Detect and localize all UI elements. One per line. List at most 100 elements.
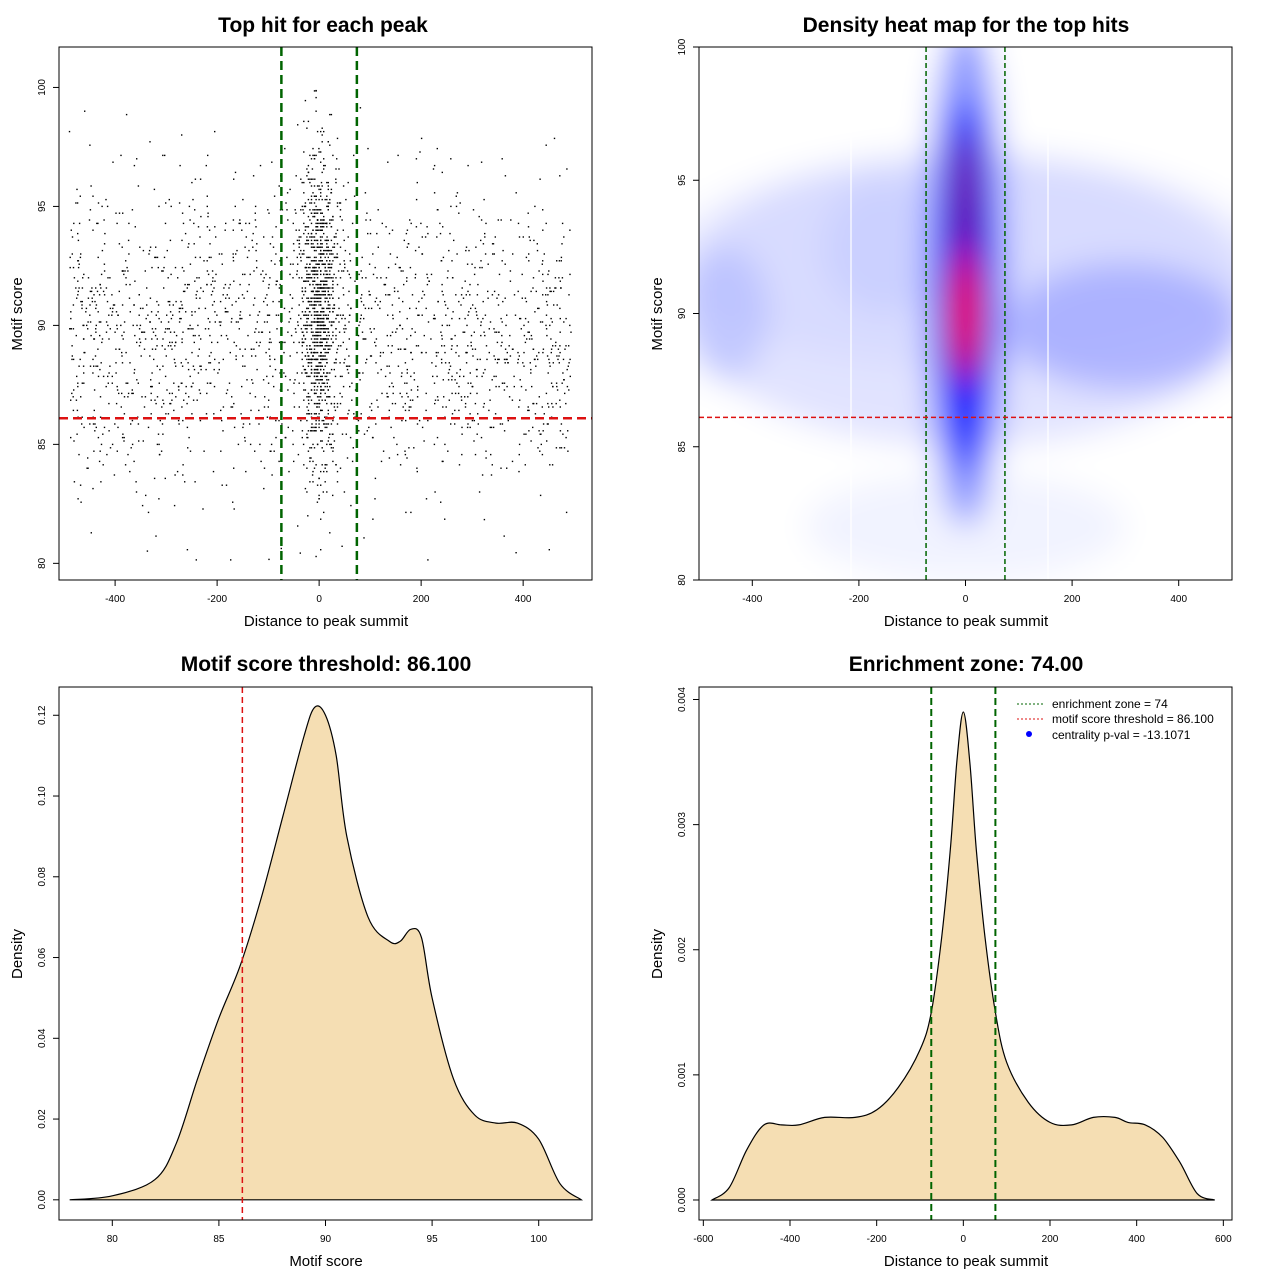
- scatter-point: [522, 362, 524, 364]
- scatter-point: [460, 304, 462, 306]
- scatter-point: [298, 406, 300, 408]
- scatter-point: [315, 290, 317, 293]
- scatter-point: [131, 209, 134, 211]
- scatter-point: [297, 263, 299, 265]
- scatter-point: [458, 317, 461, 320]
- x-tick-label: -400: [742, 594, 762, 605]
- scatter-point: [218, 321, 221, 323]
- scatter-point: [329, 270, 331, 272]
- scatter-point: [543, 253, 545, 255]
- scatter-point: [310, 348, 313, 350]
- heatmap-density-region: [1008, 262, 1232, 391]
- scatter-point: [94, 355, 97, 357]
- scatter-point: [324, 300, 326, 303]
- scatter-point: [332, 287, 334, 289]
- scatter-point: [102, 464, 104, 466]
- scatter-point: [529, 239, 531, 242]
- scatter-point: [476, 314, 478, 316]
- scatter-point: [513, 294, 516, 296]
- scatter-point: [77, 498, 79, 500]
- scatter-point: [565, 511, 568, 514]
- scatter-y-label: Motif score: [9, 277, 26, 350]
- scatter-point: [298, 236, 300, 238]
- scatter-point: [258, 331, 260, 333]
- scatter-point: [545, 300, 548, 303]
- scatter-point: [131, 389, 133, 391]
- scatter-point: [160, 450, 163, 452]
- scatter-point: [509, 270, 512, 272]
- scatter-point: [320, 385, 322, 388]
- scatter-point: [101, 205, 103, 208]
- scatter-point: [349, 314, 351, 316]
- scatter-point: [245, 222, 247, 225]
- scatter-point: [261, 331, 264, 333]
- scatter-point: [323, 168, 325, 170]
- scatter-point: [368, 263, 371, 265]
- scatter-point: [363, 433, 366, 435]
- scatter-point: [506, 467, 508, 469]
- scatter-point: [327, 277, 329, 279]
- scatter-point: [322, 314, 325, 316]
- scatter-point: [183, 399, 185, 401]
- scatter-point: [210, 351, 212, 354]
- scatter-point: [489, 399, 491, 401]
- scatter-point: [326, 426, 328, 429]
- scatter-point: [231, 406, 234, 408]
- scatter-point: [324, 277, 326, 279]
- scatter-point: [333, 321, 335, 323]
- scatter-point: [382, 351, 384, 354]
- scatter-point: [275, 253, 277, 255]
- scatter-point: [328, 294, 331, 296]
- scatter-point: [301, 345, 303, 347]
- scatter-point: [333, 307, 336, 310]
- scatter-point: [199, 178, 202, 180]
- scatter-point: [103, 243, 106, 245]
- scatter-point: [295, 229, 297, 231]
- scatter-point: [460, 399, 463, 401]
- scatter-point: [569, 358, 571, 361]
- scatter-point: [303, 382, 305, 384]
- scatter-point: [550, 351, 552, 354]
- scatter-point: [146, 287, 148, 289]
- scatter-point: [357, 419, 360, 422]
- scatter-point: [306, 358, 308, 361]
- scatter-point: [543, 413, 545, 415]
- scatter-point: [196, 290, 198, 293]
- scatter-point: [309, 236, 311, 238]
- scatter-point: [251, 239, 253, 242]
- scatter-point: [73, 222, 75, 225]
- scatter-point: [232, 229, 234, 231]
- scatter-point: [301, 351, 303, 354]
- scatter-point: [265, 273, 267, 276]
- scatter-point: [401, 372, 403, 374]
- scatter-point: [309, 362, 311, 364]
- scatter-point: [320, 226, 322, 228]
- scatter-point: [373, 328, 375, 330]
- scatter-point: [298, 239, 300, 242]
- scatter-point: [341, 433, 344, 435]
- scatter-point: [321, 382, 323, 384]
- scatter-point: [538, 430, 540, 432]
- scatter-point: [530, 368, 532, 371]
- scatter-point: [327, 314, 329, 316]
- scatter-point: [78, 263, 80, 265]
- scatter-point: [364, 192, 367, 194]
- scatter-point: [444, 443, 446, 446]
- scatter-point: [220, 334, 223, 337]
- scatter-point: [324, 375, 326, 378]
- scatter-point: [206, 195, 208, 197]
- scatter-point: [369, 232, 372, 235]
- scatter-point: [173, 409, 175, 412]
- scatter-point: [518, 236, 521, 238]
- scatter-point: [386, 365, 388, 367]
- scatter-point: [323, 382, 326, 384]
- scatter-point: [307, 273, 310, 276]
- scatter-point: [220, 409, 222, 412]
- scatter-point: [335, 277, 337, 279]
- scatter-point: [374, 341, 376, 344]
- scatter-point: [323, 321, 325, 323]
- scatter-point: [519, 379, 521, 381]
- scatter-point: [313, 311, 316, 313]
- scatter-point: [275, 226, 277, 228]
- scatter-point: [318, 324, 320, 327]
